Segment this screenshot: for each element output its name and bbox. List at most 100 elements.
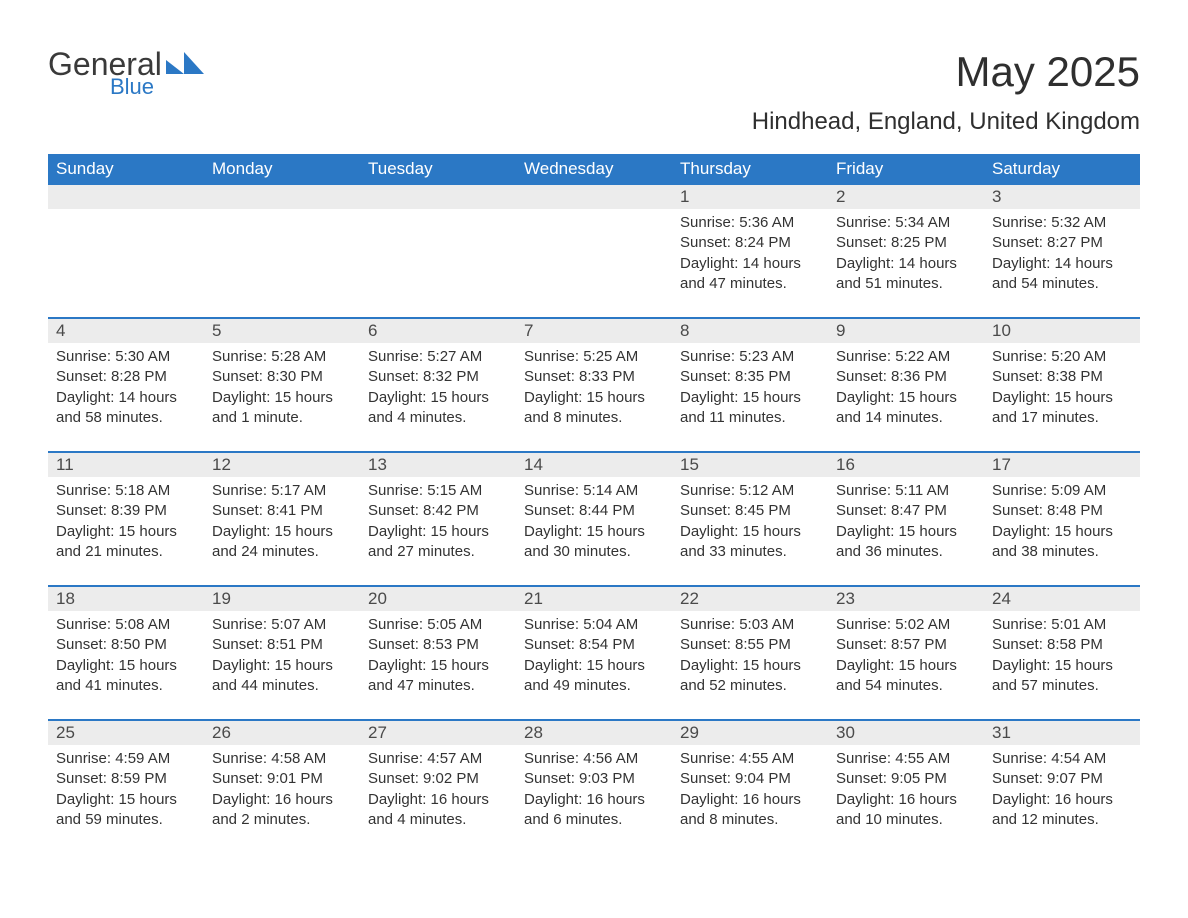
day-number: 4: [48, 319, 204, 343]
day-header: Saturday: [984, 154, 1140, 185]
day-cell: Sunrise: 5:15 AMSunset: 8:42 PMDaylight:…: [360, 477, 516, 563]
sunrise-text: Sunrise: 5:17 AM: [212, 481, 352, 501]
daylight-text: Daylight: 14 hours and 47 minutes.: [680, 254, 820, 295]
daylight-text: Daylight: 15 hours and 47 minutes.: [368, 656, 508, 697]
day-number: 12: [204, 453, 360, 477]
sunset-text: Sunset: 9:02 PM: [368, 769, 508, 789]
sunrise-text: Sunrise: 5:15 AM: [368, 481, 508, 501]
sunrise-text: Sunrise: 5:12 AM: [680, 481, 820, 501]
day-number: 17: [984, 453, 1140, 477]
location-subtitle: Hindhead, England, United Kingdom: [752, 108, 1140, 136]
day-number: 21: [516, 587, 672, 611]
daylight-text: Daylight: 14 hours and 51 minutes.: [836, 254, 976, 295]
daylight-text: Daylight: 15 hours and 27 minutes.: [368, 522, 508, 563]
day-number: 24: [984, 587, 1140, 611]
day-number: 22: [672, 587, 828, 611]
sunset-text: Sunset: 8:44 PM: [524, 501, 664, 521]
sunrise-text: Sunrise: 5:08 AM: [56, 615, 196, 635]
day-cell: Sunrise: 5:34 AMSunset: 8:25 PMDaylight:…: [828, 209, 984, 295]
sunset-text: Sunset: 8:25 PM: [836, 233, 976, 253]
sunrise-text: Sunrise: 4:54 AM: [992, 749, 1132, 769]
sunrise-text: Sunrise: 4:55 AM: [836, 749, 976, 769]
daylight-text: Daylight: 15 hours and 52 minutes.: [680, 656, 820, 697]
day-number: 9: [828, 319, 984, 343]
sunset-text: Sunset: 8:27 PM: [992, 233, 1132, 253]
day-cell: Sunrise: 5:23 AMSunset: 8:35 PMDaylight:…: [672, 343, 828, 429]
daylight-text: Daylight: 15 hours and 38 minutes.: [992, 522, 1132, 563]
sunrise-text: Sunrise: 5:27 AM: [368, 347, 508, 367]
sunset-text: Sunset: 8:39 PM: [56, 501, 196, 521]
sunset-text: Sunset: 8:51 PM: [212, 635, 352, 655]
sunset-text: Sunset: 8:55 PM: [680, 635, 820, 655]
sunset-text: Sunset: 8:59 PM: [56, 769, 196, 789]
sunset-text: Sunset: 8:57 PM: [836, 635, 976, 655]
sunrise-text: Sunrise: 4:58 AM: [212, 749, 352, 769]
sunset-text: Sunset: 8:28 PM: [56, 367, 196, 387]
daylight-text: Daylight: 15 hours and 49 minutes.: [524, 656, 664, 697]
daylight-text: Daylight: 15 hours and 59 minutes.: [56, 790, 196, 831]
day-cell: [516, 209, 672, 295]
daylight-text: Daylight: 16 hours and 10 minutes.: [836, 790, 976, 831]
day-number: 3: [984, 185, 1140, 209]
day-number: [360, 185, 516, 209]
sunrise-text: Sunrise: 4:56 AM: [524, 749, 664, 769]
sunrise-text: Sunrise: 4:55 AM: [680, 749, 820, 769]
day-cell: Sunrise: 5:01 AMSunset: 8:58 PMDaylight:…: [984, 611, 1140, 697]
sunrise-text: Sunrise: 5:34 AM: [836, 213, 976, 233]
day-cell: [48, 209, 204, 295]
sunset-text: Sunset: 8:58 PM: [992, 635, 1132, 655]
page-title: May 2025: [752, 48, 1140, 96]
sunset-text: Sunset: 8:50 PM: [56, 635, 196, 655]
day-cell: Sunrise: 5:36 AMSunset: 8:24 PMDaylight:…: [672, 209, 828, 295]
daylight-text: Daylight: 14 hours and 58 minutes.: [56, 388, 196, 429]
day-number: 10: [984, 319, 1140, 343]
daylight-text: Daylight: 15 hours and 30 minutes.: [524, 522, 664, 563]
sunrise-text: Sunrise: 5:14 AM: [524, 481, 664, 501]
daylight-text: Daylight: 15 hours and 36 minutes.: [836, 522, 976, 563]
sunset-text: Sunset: 8:35 PM: [680, 367, 820, 387]
sunset-text: Sunset: 9:07 PM: [992, 769, 1132, 789]
daylight-text: Daylight: 15 hours and 11 minutes.: [680, 388, 820, 429]
day-number: [48, 185, 204, 209]
day-number-band: 123: [48, 185, 1140, 209]
day-header: Thursday: [672, 154, 828, 185]
day-number: 29: [672, 721, 828, 745]
day-number: 8: [672, 319, 828, 343]
day-number: 25: [48, 721, 204, 745]
day-number: 20: [360, 587, 516, 611]
day-header: Friday: [828, 154, 984, 185]
day-number-band: 18192021222324: [48, 587, 1140, 611]
sunrise-text: Sunrise: 5:30 AM: [56, 347, 196, 367]
day-cell: Sunrise: 5:18 AMSunset: 8:39 PMDaylight:…: [48, 477, 204, 563]
daylight-text: Daylight: 15 hours and 17 minutes.: [992, 388, 1132, 429]
sunrise-text: Sunrise: 5:07 AM: [212, 615, 352, 635]
day-cell: Sunrise: 5:20 AMSunset: 8:38 PMDaylight:…: [984, 343, 1140, 429]
sunrise-text: Sunrise: 5:20 AM: [992, 347, 1132, 367]
daylight-text: Daylight: 15 hours and 24 minutes.: [212, 522, 352, 563]
daylight-text: Daylight: 15 hours and 4 minutes.: [368, 388, 508, 429]
daylight-text: Daylight: 15 hours and 33 minutes.: [680, 522, 820, 563]
daylight-text: Daylight: 15 hours and 54 minutes.: [836, 656, 976, 697]
daylight-text: Daylight: 15 hours and 57 minutes.: [992, 656, 1132, 697]
sunset-text: Sunset: 9:05 PM: [836, 769, 976, 789]
day-cell: Sunrise: 5:05 AMSunset: 8:53 PMDaylight:…: [360, 611, 516, 697]
day-number: [516, 185, 672, 209]
day-cell: Sunrise: 5:07 AMSunset: 8:51 PMDaylight:…: [204, 611, 360, 697]
day-number: 16: [828, 453, 984, 477]
day-header: Wednesday: [516, 154, 672, 185]
day-number: 6: [360, 319, 516, 343]
day-cell: Sunrise: 4:59 AMSunset: 8:59 PMDaylight:…: [48, 745, 204, 831]
logo-text-block: General Blue: [48, 48, 204, 100]
day-number: 23: [828, 587, 984, 611]
calendar: Sunday Monday Tuesday Wednesday Thursday…: [48, 154, 1140, 831]
sunrise-text: Sunrise: 5:04 AM: [524, 615, 664, 635]
week-row: Sunrise: 5:18 AMSunset: 8:39 PMDaylight:…: [48, 477, 1140, 563]
sunset-text: Sunset: 8:47 PM: [836, 501, 976, 521]
sunrise-text: Sunrise: 5:23 AM: [680, 347, 820, 367]
day-cell: Sunrise: 4:58 AMSunset: 9:01 PMDaylight:…: [204, 745, 360, 831]
daylight-text: Daylight: 16 hours and 12 minutes.: [992, 790, 1132, 831]
daylight-text: Daylight: 15 hours and 1 minute.: [212, 388, 352, 429]
daylight-text: Daylight: 15 hours and 14 minutes.: [836, 388, 976, 429]
sunrise-text: Sunrise: 5:03 AM: [680, 615, 820, 635]
sunrise-text: Sunrise: 5:11 AM: [836, 481, 976, 501]
